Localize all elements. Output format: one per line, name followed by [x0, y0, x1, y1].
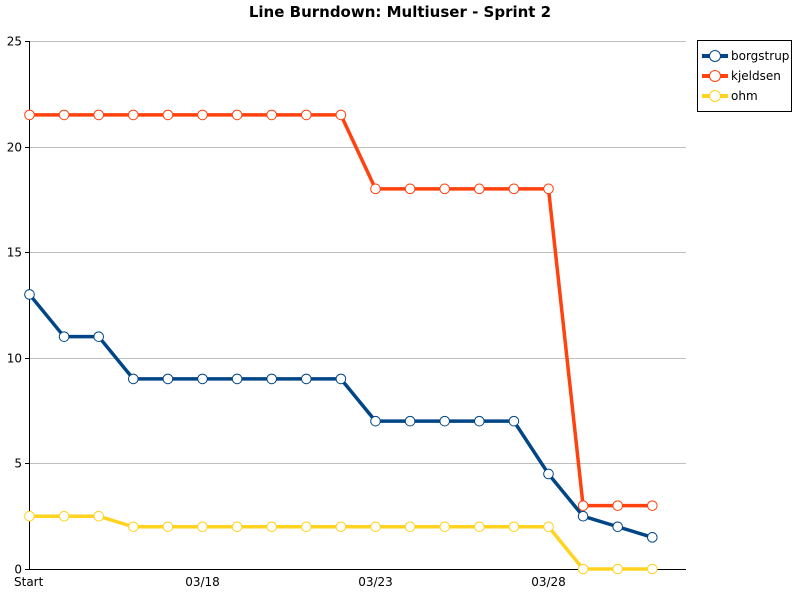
- data-point-kjeldsen: [58, 109, 70, 121]
- axes: [25, 41, 686, 570]
- legend-item-kjeldsen: kjeldsen: [702, 67, 781, 85]
- legend: borgstrup kjeldsen ohm: [697, 40, 792, 112]
- data-point-borgstrup: [508, 415, 520, 427]
- data-point-borgstrup: [197, 373, 208, 385]
- legend-swatch: [702, 89, 728, 103]
- data-point-borgstrup: [162, 373, 174, 385]
- data-point-ohm: [162, 521, 174, 533]
- data-point-ohm: [577, 563, 589, 575]
- data-point-ohm: [335, 521, 347, 533]
- data-point-kjeldsen: [162, 109, 174, 121]
- data-point-ohm: [474, 521, 485, 533]
- data-point-borgstrup: [370, 415, 381, 427]
- data-point-borgstrup: [612, 521, 624, 533]
- data-point-kjeldsen: [231, 109, 243, 121]
- chart-title: Line Burndown: Multiuser - Sprint 2: [248, 3, 552, 21]
- data-point-borgstrup: [93, 331, 104, 342]
- data-point-borgstrup: [577, 510, 589, 522]
- data-point-borgstrup: [335, 373, 347, 385]
- x-tick-label: 03/18: [185, 575, 220, 589]
- data-point-kjeldsen: [197, 109, 208, 121]
- legend-swatch-marker: [709, 90, 721, 102]
- legend-item-borgstrup: borgstrup: [702, 47, 789, 65]
- data-point-kjeldsen: [128, 109, 139, 121]
- series-line-borgstrup: [28, 293, 653, 539]
- data-point-kjeldsen: [577, 500, 589, 511]
- data-point-kjeldsen: [266, 109, 278, 121]
- data-point-borgstrup: [301, 373, 312, 385]
- data-point-ohm: [508, 521, 520, 533]
- data-point-kjeldsen: [370, 183, 381, 195]
- data-point-ohm: [93, 510, 104, 522]
- data-point-borgstrup: [128, 373, 139, 385]
- y-tick-label: 10: [7, 352, 22, 366]
- data-point-kjeldsen: [508, 183, 520, 195]
- data-point-borgstrup: [439, 415, 451, 427]
- x-tick-label: Start: [14, 575, 44, 589]
- y-tick-label: 5: [14, 457, 22, 471]
- data-point-ohm: [128, 521, 139, 533]
- legend-swatch-marker: [709, 70, 721, 82]
- data-point-ohm: [266, 521, 278, 533]
- legend-label: ohm: [731, 89, 758, 103]
- data-point-kjeldsen: [301, 109, 312, 121]
- data-point-kjeldsen: [612, 500, 624, 511]
- data-point-ohm: [370, 521, 381, 533]
- legend-swatch: [702, 49, 728, 63]
- y-tick-label: 15: [7, 246, 22, 260]
- y-tick-label: 0: [14, 563, 22, 577]
- grid-lines: [29, 41, 686, 464]
- y-tick-label: 25: [7, 35, 22, 49]
- data-point-ohm: [404, 521, 416, 533]
- data-point-ohm: [647, 563, 658, 575]
- data-point-kjeldsen: [474, 183, 485, 195]
- data-point-kjeldsen: [93, 109, 104, 121]
- legend-item-ohm: ohm: [702, 87, 758, 105]
- tick-labels: 0 5 10 15 20 25 Start 03/18 03/23 03/28: [7, 35, 566, 590]
- legend-label: borgstrup: [731, 49, 790, 63]
- data-point-borgstrup: [543, 468, 554, 480]
- data-point-ohm: [197, 521, 208, 533]
- legend-swatch-marker: [709, 50, 721, 62]
- y-tick-label: 20: [7, 141, 22, 155]
- data-point-borgstrup: [24, 289, 35, 300]
- data-point-kjeldsen: [335, 109, 347, 121]
- data-point-borgstrup: [474, 415, 485, 427]
- data-point-ohm: [24, 510, 35, 522]
- data-point-borgstrup: [231, 373, 243, 385]
- data-point-borgstrup: [647, 532, 658, 543]
- data-point-kjeldsen: [404, 183, 416, 195]
- data-point-kjeldsen: [439, 183, 451, 195]
- data-point-ohm: [439, 521, 451, 533]
- data-point-kjeldsen: [647, 500, 658, 511]
- series-lines: [24, 109, 658, 575]
- data-point-borgstrup: [58, 331, 70, 342]
- x-tick-label: 03/28: [531, 575, 566, 589]
- data-point-ohm: [301, 521, 312, 533]
- data-point-ohm: [612, 563, 624, 575]
- legend-swatch: [702, 69, 728, 83]
- legend-label: kjeldsen: [731, 69, 781, 83]
- data-point-ohm: [231, 521, 243, 533]
- data-point-ohm: [58, 510, 70, 522]
- data-point-kjeldsen: [24, 109, 35, 121]
- data-point-borgstrup: [404, 415, 416, 427]
- data-point-borgstrup: [266, 373, 278, 385]
- x-tick-label: 03/23: [358, 575, 393, 589]
- series-line-kjeldsen: [29, 113, 653, 508]
- data-point-kjeldsen: [543, 183, 554, 195]
- data-point-ohm: [543, 521, 554, 533]
